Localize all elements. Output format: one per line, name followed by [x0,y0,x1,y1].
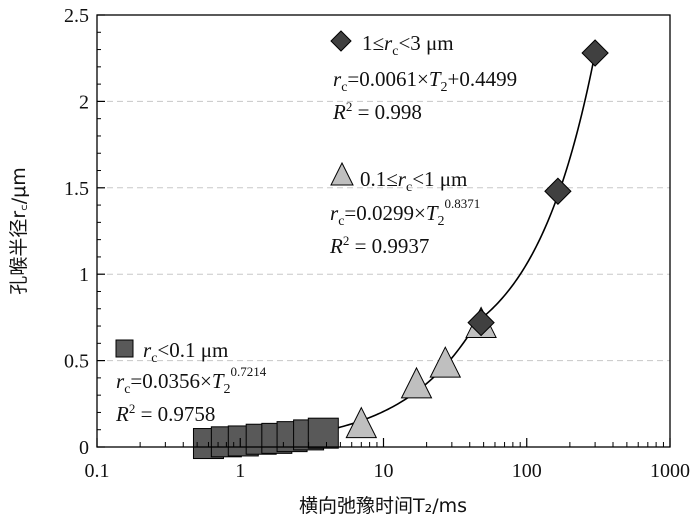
diamond-point [544,177,572,205]
annotation-diamond-equation: rc=0.0061×T2+0.4499 [333,67,517,95]
y-tick-label: 2 [79,91,89,113]
annotation-triangle-r2: R2 = 0.9937 [329,233,429,258]
fit-curve-2 [480,52,596,320]
legend-square-marker [115,339,134,358]
x-tick-label: 100 [512,460,542,482]
annotation-diamond-r2: R2 = 0.998 [332,99,422,124]
diamond-point [581,39,609,67]
annotation-triangle-range: 0.1≤rc<1 μm [360,167,467,195]
diamond-point [467,308,495,337]
legend-diamond-marker [330,30,352,52]
y-tick-label: 1 [79,264,89,286]
annotation-square-equation: rc=0.0356×T20.7214 [116,364,267,397]
triangle-point [400,366,433,399]
x-tick-label: 10 [374,460,394,482]
y-tick-label: 1.5 [64,178,89,200]
annotation-square-range: rc<0.1 μm [143,338,228,366]
x-tick-label: 1000 [650,460,690,482]
y-tick-label: 0.5 [64,351,89,373]
y-axis-title: 孔喉半径r꜀/μm [8,167,30,294]
y-tick-label: 0 [79,437,89,459]
legend-triangle-marker [330,161,354,186]
x-tick-label: 1 [235,460,245,482]
x-axis-title: 横向弛豫时间T₂/ms [299,495,467,517]
square-point [307,417,339,449]
y-tick-label: 2.5 [64,5,89,27]
plot-area [97,15,670,447]
x-tick-label: 0.1 [85,460,110,482]
annotation-diamond-range: 1≤rc<3 μm [362,31,454,59]
triangle-point [345,406,378,439]
annotation-triangle-equation: rc=0.0299×T20.8371 [330,196,480,229]
annotation-square-r2: R2 = 0.9758 [115,401,215,426]
triangle-point [429,346,462,378]
